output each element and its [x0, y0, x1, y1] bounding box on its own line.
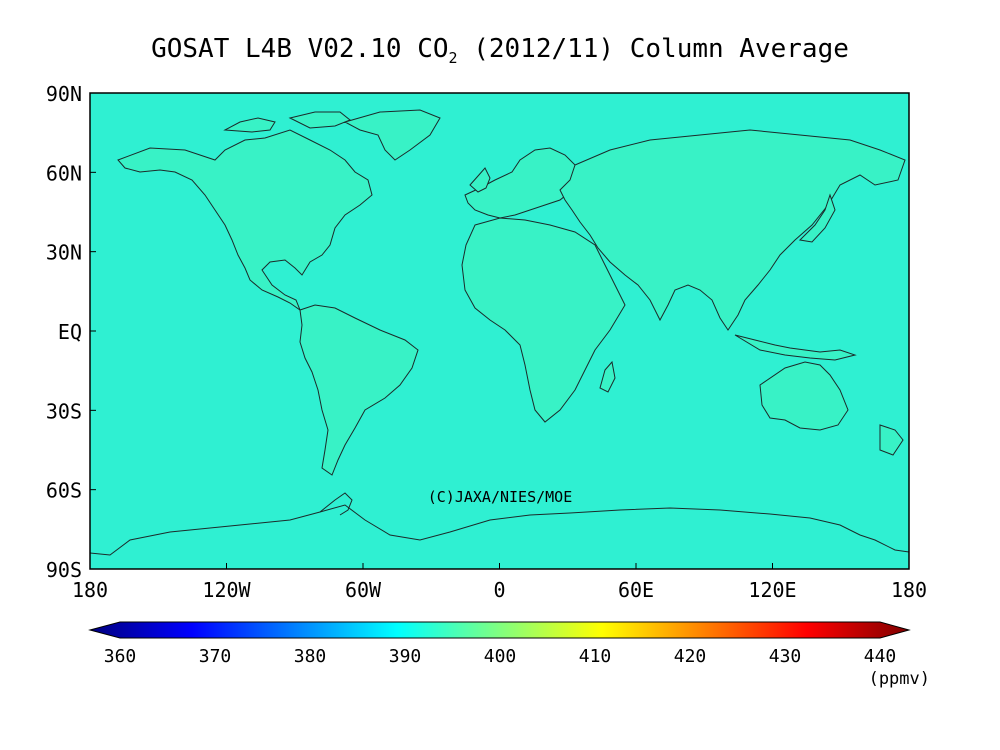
coast-japan — [798, 193, 836, 243]
coast-north-america — [117, 129, 373, 312]
lon-tick-label: 0 — [493, 578, 505, 602]
lat-tick-label: 60N — [46, 161, 82, 185]
lat-tick-label: 90S — [46, 558, 82, 582]
colorbar-tick-label: 360 — [104, 646, 137, 667]
lon-tick-label: 60W — [345, 578, 382, 602]
lon-tick-label: 180 — [891, 578, 927, 602]
chart-title: GOSAT L4B V02.10 CO2 (2012/11) Column Av… — [151, 34, 849, 67]
colorbar-tick-label: 400 — [484, 646, 517, 667]
colorbar-tick-label: 410 — [579, 646, 612, 667]
coastlines — [89, 109, 910, 556]
coast-indonesia — [734, 334, 857, 361]
coast-antarctica — [89, 504, 910, 556]
lat-tick-label: 90N — [46, 82, 82, 106]
colorbar: 360 370 380 390 400 410 420 430 440 (ppmv) — [88, 621, 930, 689]
colorbar-tick-label: 440 — [864, 646, 897, 667]
colorbar-ticks: 360 370 380 390 400 410 420 430 440 — [104, 646, 897, 667]
copyright-label: (C)JAXA/NIES/MOE — [428, 488, 573, 506]
coast-asia — [559, 129, 906, 331]
coast-uk — [469, 167, 491, 193]
lat-tick-label: 30S — [46, 399, 82, 423]
lat-tick-label: 60S — [46, 479, 82, 503]
latitude-axis: 90N 60N 30N EQ 30S 60S 90S — [46, 82, 96, 582]
lon-tick-label: 60E — [618, 578, 654, 602]
colorbar-tick-label: 430 — [769, 646, 802, 667]
lat-tick-label: 30N — [46, 241, 82, 265]
colorbar-tick-label: 380 — [294, 646, 327, 667]
coast-africa — [461, 217, 626, 423]
longitude-axis: 180 120W 60W 0 60E 120E 180 — [72, 563, 927, 602]
coast-madagascar — [599, 360, 616, 393]
coast-antarctic-peninsula — [319, 492, 353, 516]
colorbar-tick-label: 390 — [389, 646, 422, 667]
lon-tick-label: 120E — [748, 578, 796, 602]
colorbar-tick-label: 370 — [199, 646, 232, 667]
lat-tick-label: EQ — [58, 320, 82, 344]
lon-tick-label: 120W — [202, 578, 251, 602]
coast-arctic-islands — [223, 109, 441, 161]
colorbar-scale — [88, 621, 911, 639]
coast-australia — [759, 361, 849, 431]
coast-south-america — [299, 304, 419, 476]
colorbar-tick-label: 420 — [674, 646, 707, 667]
colorbar-unit: (ppmv) — [869, 669, 930, 689]
coast-new-zealand — [879, 424, 904, 456]
lon-tick-label: 180 — [72, 578, 108, 602]
